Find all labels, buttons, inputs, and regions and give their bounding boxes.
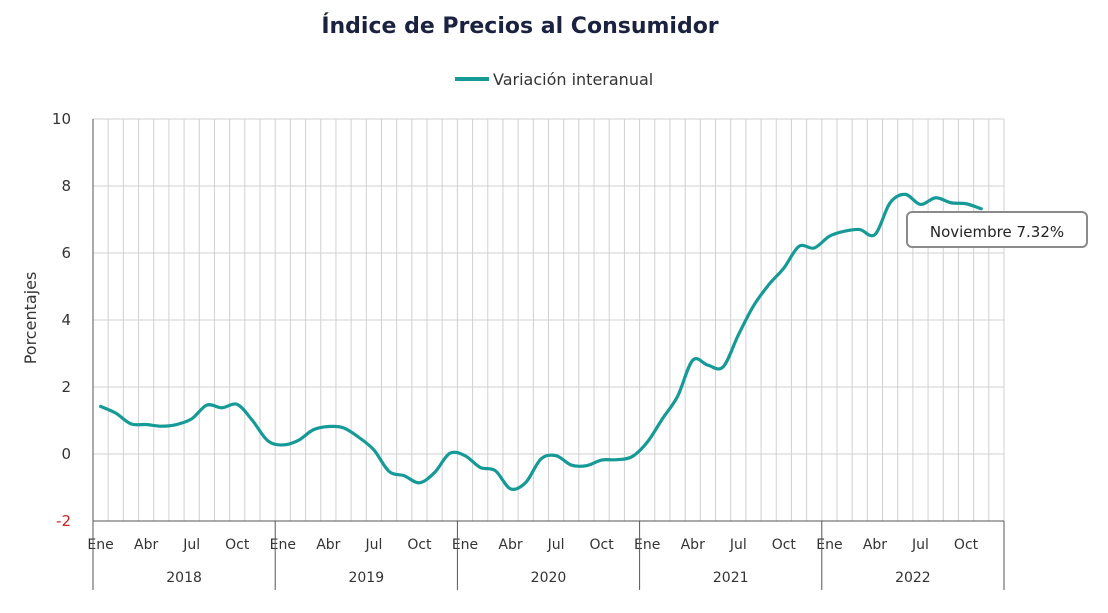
y-axis-title: Porcentajes (21, 272, 40, 365)
x-tick-label-month: Abr (863, 537, 887, 553)
x-tick-label-month: Oct (225, 537, 250, 553)
tooltip-text: Noviembre 7.32% (930, 223, 1064, 241)
axes (92, 119, 1004, 522)
series-line-variacion-interanual (98, 192, 983, 491)
x-tick-label-month: Oct (954, 537, 979, 553)
x-tick-label-month: Oct (590, 537, 615, 553)
x-tick-label-year: 2022 (895, 570, 931, 586)
tooltip: Noviembre 7.32% (906, 211, 1088, 248)
y-tick-label: -2 (56, 512, 71, 530)
x-tick-label-year: 2019 (348, 570, 384, 586)
x-tick-label-month: Jul (182, 537, 200, 553)
y-tick-label: 10 (52, 110, 71, 128)
x-tick-label-month: Abr (681, 537, 705, 553)
y-tick-label: 8 (61, 177, 71, 195)
tooltip-box (906, 211, 1088, 248)
y-tick-label: 6 (61, 244, 71, 262)
y-tick-label: 2 (61, 378, 71, 396)
grid (92, 118, 1005, 522)
x-tick-label-month: Ene (452, 537, 478, 553)
y-tick-label: 4 (61, 311, 71, 329)
x-tick-label-month: Jul (911, 537, 929, 553)
data-points (99, 193, 983, 491)
x-tick-label-month: Oct (772, 537, 797, 553)
x-tick-label-month: Abr (134, 537, 158, 553)
x-tick-label-month: Oct (407, 537, 432, 553)
x-ticks: Ene Abr Jul Oct 2018 Ene Abr Jul Oct 2019 Ene Abr Ju… (87, 521, 1005, 590)
chart-title: Índice de Precios al Consumidor (321, 13, 718, 39)
x-tick-label-month: Jul (729, 537, 747, 553)
x-tick-label-month: Jul (547, 537, 565, 553)
legend: Variación interanual (455, 70, 653, 89)
x-tick-label-year: 2021 (713, 570, 749, 586)
x-tick-label-year: 2018 (166, 570, 202, 586)
x-tick-label-year: 2020 (531, 570, 567, 586)
legend-label: Variación interanual (493, 70, 653, 89)
y-tick-label: 0 (61, 445, 71, 463)
x-tick-label-month: Ene (270, 537, 296, 553)
x-tick-label-month: Abr (316, 537, 340, 553)
x-tick-label-month: Abr (498, 537, 522, 553)
x-tick-label-month: Jul (364, 537, 382, 553)
x-tick-label-month: Ene (634, 537, 660, 553)
x-tick-label-month: Ene (816, 537, 842, 553)
x-tick-label-month: Ene (87, 537, 113, 553)
y-ticks: -2 0 2 4 6 8 10 (52, 110, 71, 530)
